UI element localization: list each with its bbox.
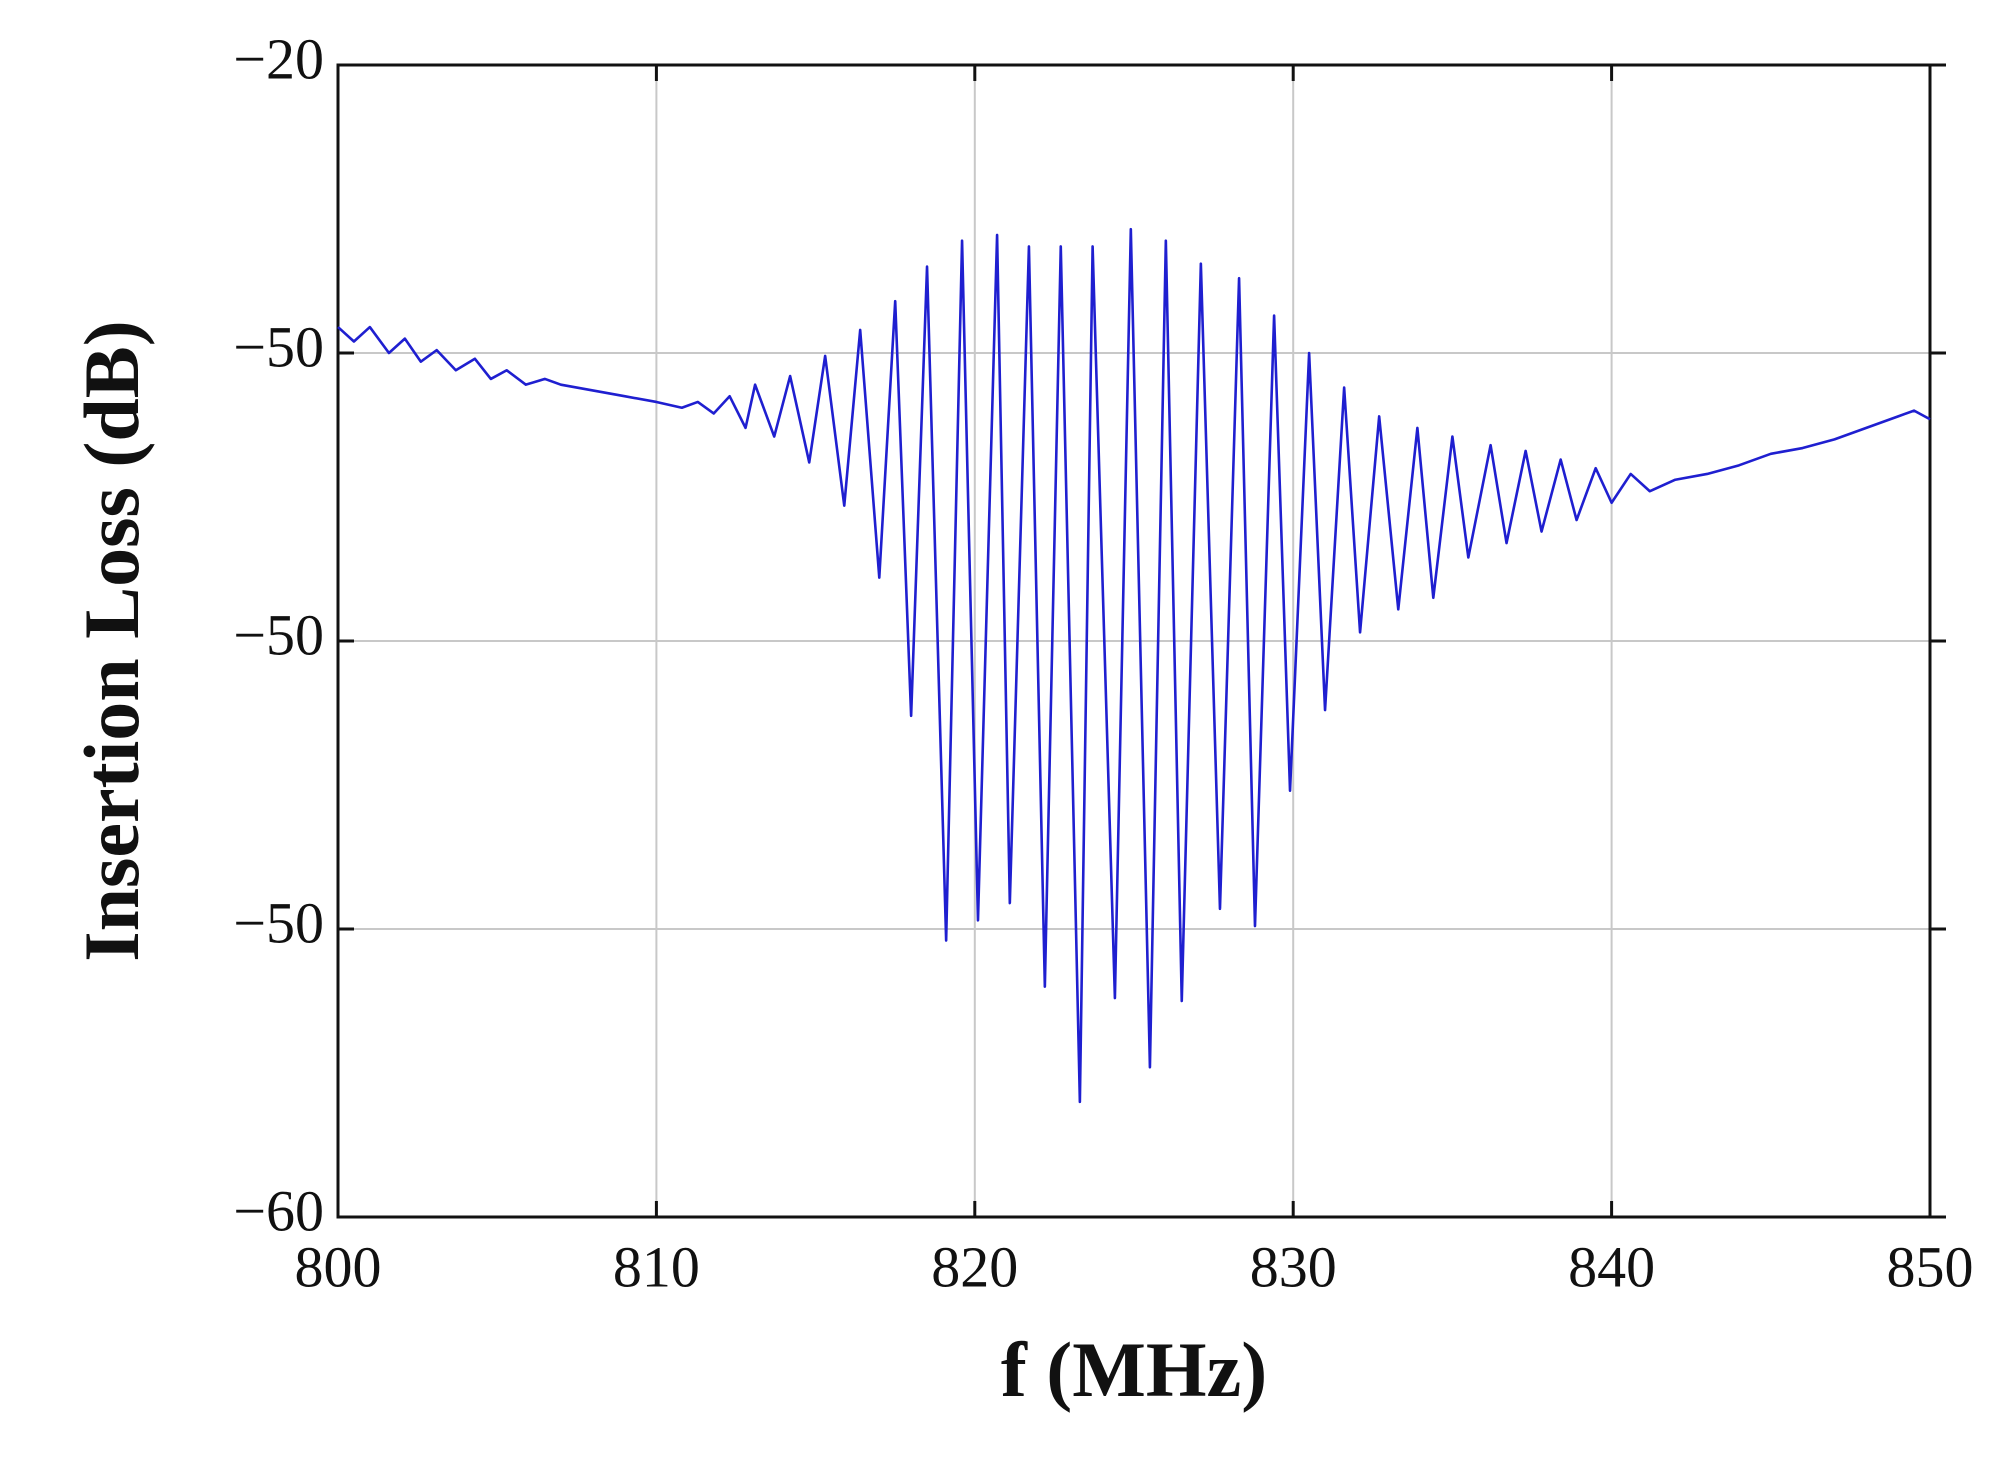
data-line	[337, 227, 1931, 1104]
x-axis-label: f (MHz)	[1001, 1326, 1267, 1413]
x-tick-label: 830	[1250, 1234, 1337, 1299]
y-tick-label: −50	[233, 314, 324, 379]
plot-frame	[336, 63, 1932, 1219]
x-tick-label: 840	[1568, 1234, 1655, 1299]
x-tick-label: 800	[295, 1234, 382, 1299]
y-tick-label: −60	[233, 1178, 324, 1243]
y-tick-label: −50	[233, 890, 324, 955]
x-tick-label: 850	[1887, 1234, 1974, 1299]
x-tick-label: 820	[931, 1234, 1018, 1299]
x-tick-label: 810	[613, 1234, 700, 1299]
y-tick-label: −20	[233, 26, 324, 91]
y-tick-label: −50	[233, 602, 324, 667]
y-axis-label: Insertion Loss (dB)	[68, 320, 155, 961]
